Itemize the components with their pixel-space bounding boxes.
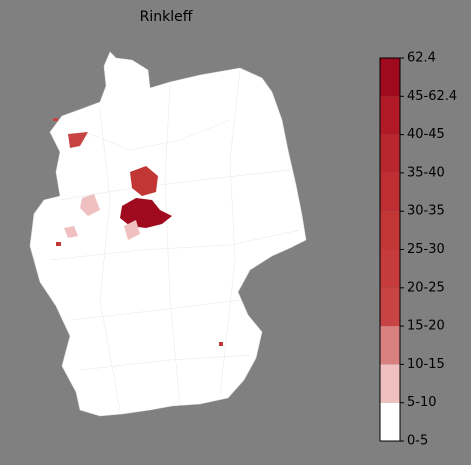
- colorbar-segment: [380, 58, 400, 97]
- colorbar-label: 40-45: [407, 127, 445, 142]
- colorbar-label: 35-40: [407, 165, 445, 180]
- colorbar-label: 10-15: [407, 357, 445, 372]
- colorbar-segment: [380, 287, 400, 327]
- colorbar-segment: [380, 172, 400, 212]
- region-mid: [68, 132, 88, 148]
- colorbar: 0-5 5-10 10-15 15-20 20-25 25-30 30-35 35-40 40-…: [379, 51, 457, 449]
- colorbar-label: 30-35: [407, 204, 445, 219]
- region-mid: [130, 166, 158, 196]
- region-low: [80, 194, 100, 216]
- colorbar-label: 62.4: [407, 51, 436, 66]
- colorbar-segment: [380, 402, 400, 441]
- colorbar-segment: [380, 134, 400, 173]
- country-outline: [29, 51, 307, 417]
- region-mid: [56, 242, 61, 246]
- colorbar-segment: [380, 96, 400, 135]
- colorbar-label: 15-20: [407, 319, 445, 334]
- colorbar-segment: [380, 249, 400, 288]
- region-low: [64, 226, 78, 238]
- colorbar-label: 45-62.4: [407, 89, 457, 104]
- region-high: [120, 198, 172, 228]
- region-mid: [53, 118, 58, 121]
- colorbar-segment: [380, 211, 400, 250]
- map-title: Rinkleff: [140, 9, 193, 25]
- colorbar-segment: [380, 326, 400, 365]
- colorbar-segment: [380, 364, 400, 403]
- colorbar-label: 5-10: [407, 395, 437, 410]
- district-borders: [49, 69, 301, 411]
- germany-map: [29, 51, 307, 417]
- region-mid: [219, 342, 223, 346]
- region-low: [124, 220, 140, 240]
- colorbar-label: 20-25: [407, 280, 445, 295]
- colorbar-label: 0-5: [407, 434, 428, 449]
- colorbar-label: 25-30: [407, 242, 445, 257]
